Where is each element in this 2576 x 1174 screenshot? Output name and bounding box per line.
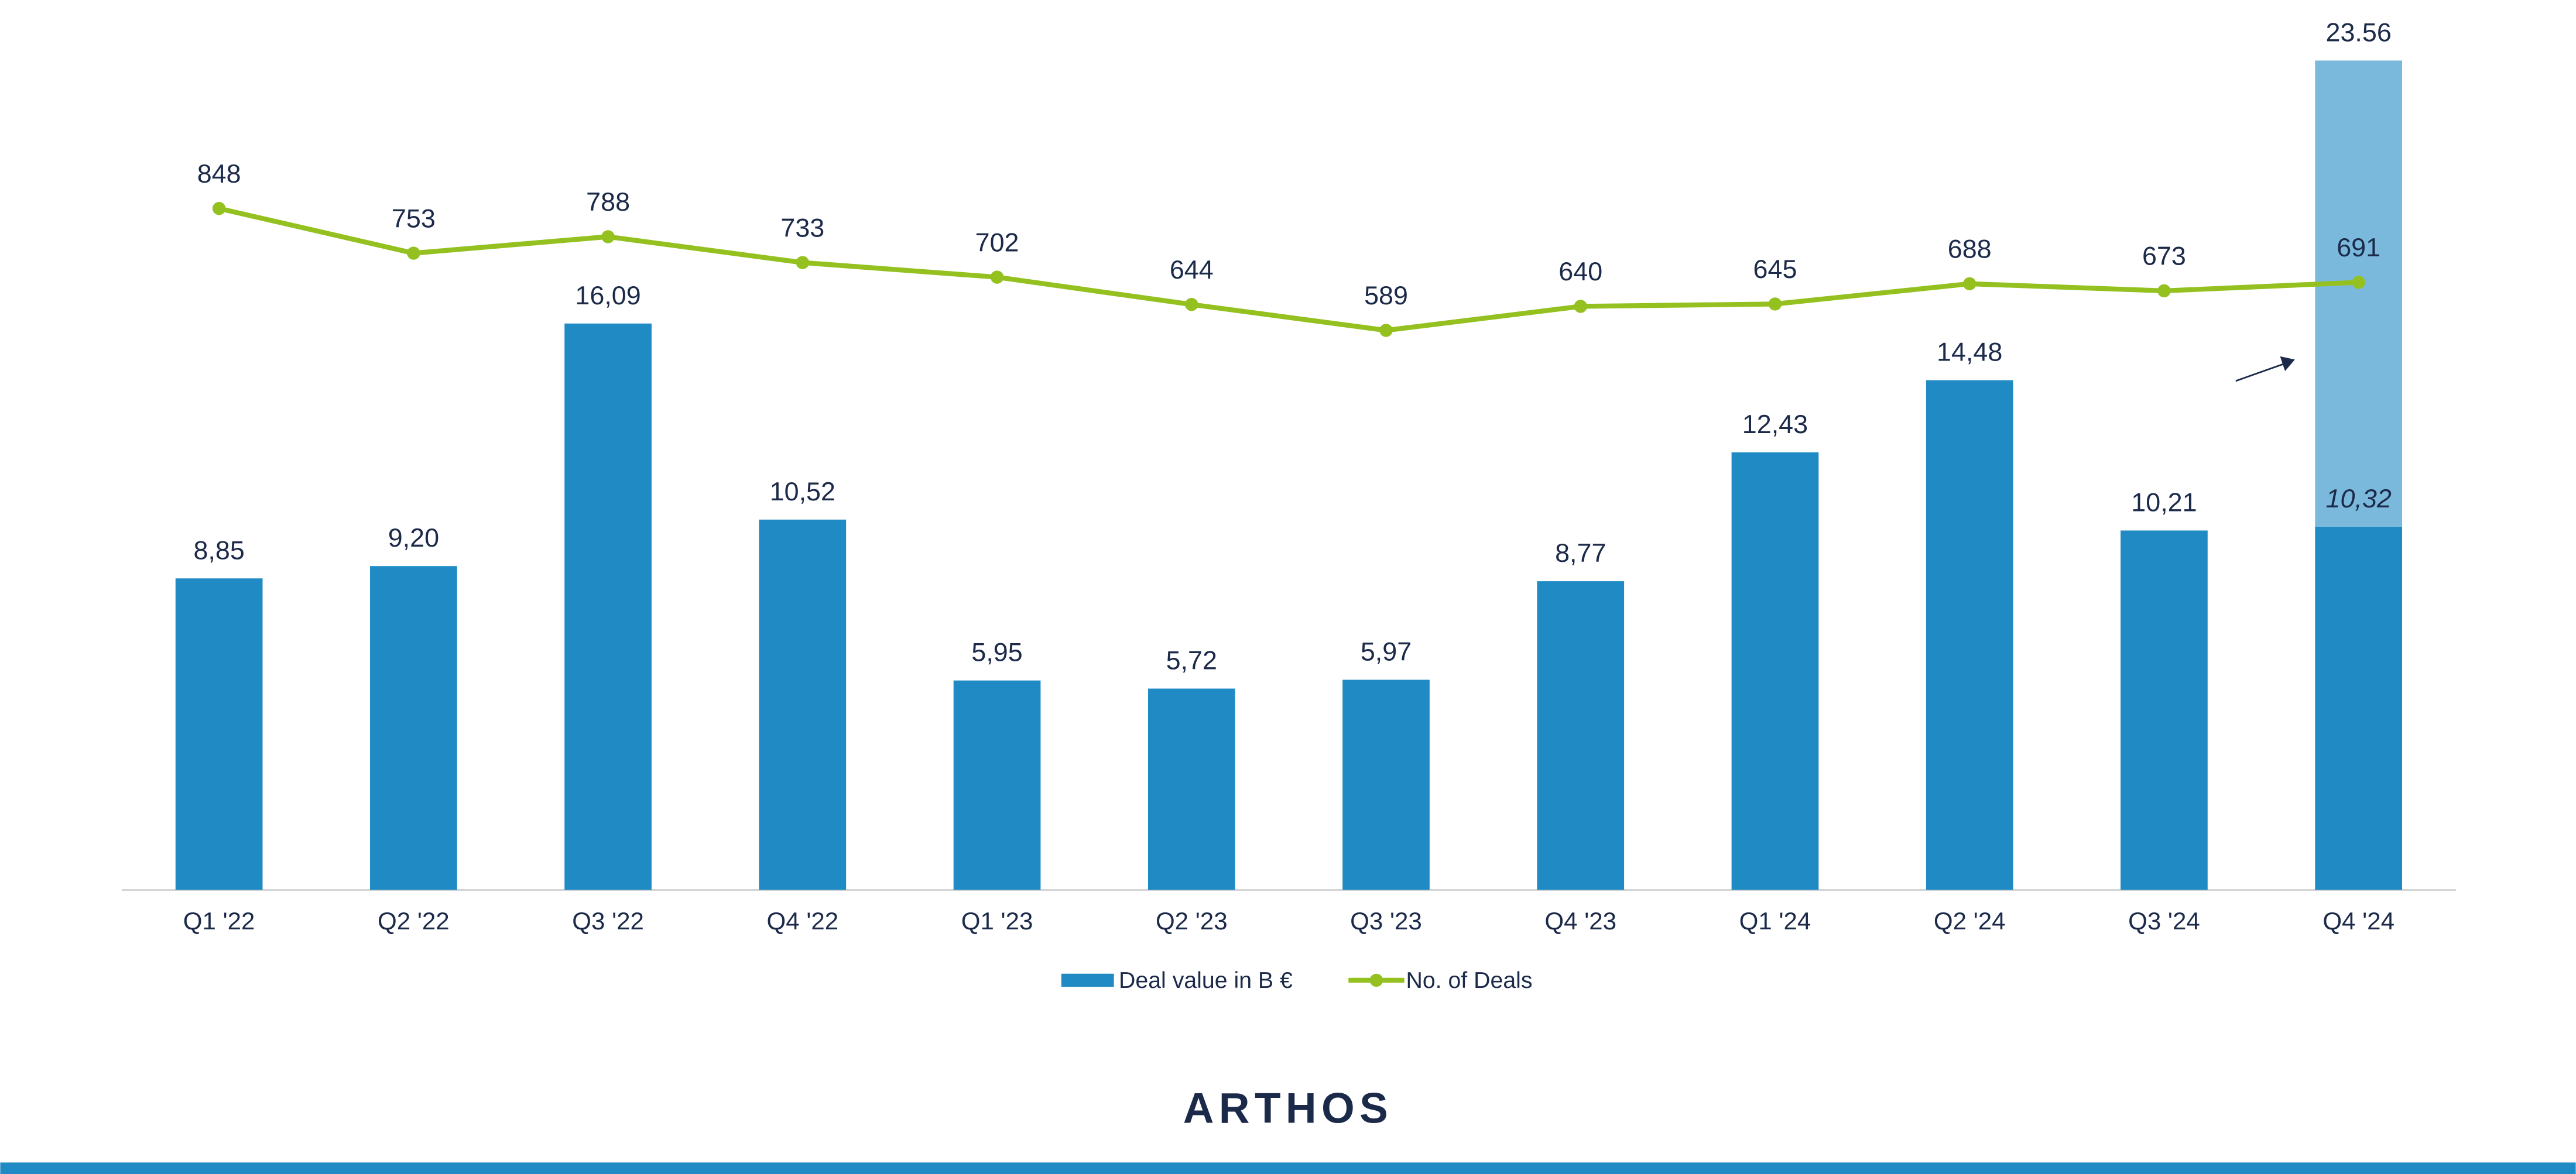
brand-logo: ARTHOS [1183,1085,1393,1132]
x-tick-label: Q2 '23 [1156,907,1228,935]
footer-band [0,1162,2576,1174]
legend-swatch [1061,973,1114,987]
line-point [407,246,420,260]
line-value-label: 702 [975,227,1019,257]
line-point [601,230,615,243]
value-label: 10,32 [2326,483,2392,513]
line-value-label: 753 [392,203,436,233]
line-value-label: 645 [1753,254,1797,284]
bar [1926,380,2013,890]
x-tick-label: Q3 '24 [2128,907,2200,935]
line-value-label: 733 [780,212,824,242]
line-point [1185,298,1198,311]
value-label: 5,95 [971,637,1022,667]
x-tick-label: Q4 '22 [766,907,838,935]
bar [175,578,263,890]
line-point [796,256,810,269]
bar [2121,530,2208,890]
value-label: 8,77 [1555,538,1606,568]
value-label: 14,48 [1937,337,2002,367]
value-label: 10,21 [2131,487,2197,517]
bar [564,323,652,890]
value-label: 10,52 [770,476,835,506]
value-label: 5,97 [1361,636,1412,666]
line-value-label: 589 [1364,280,1408,310]
value-label: 8,85 [193,535,244,565]
line-point [990,270,1004,284]
bar [1147,688,1235,890]
bar [759,519,847,890]
bar [953,680,1041,890]
bar [1731,452,1819,890]
line-point [2352,276,2365,289]
x-tick-label: Q2 '22 [378,907,450,935]
total-label: 23.56 [2326,17,2392,47]
x-tick-label: Q1 '24 [1739,907,1811,935]
x-tick-label: Q3 '22 [572,907,644,935]
legend-swatch [1369,973,1383,987]
bar-stack-total [2315,60,2403,527]
value-label: 9,20 [388,523,439,552]
line-value-label: 688 [1948,234,1992,264]
line [218,206,2359,333]
bar [370,566,457,890]
annotation-arrowhead [2280,356,2295,372]
line-point [1379,324,1393,337]
line-value-label: 788 [586,187,630,217]
legend-label: No. of Deals [1406,967,1532,993]
line-value-label: 640 [1558,256,1602,286]
line-point [212,201,226,215]
line-point [2157,284,2171,298]
line-value-label: 691 [2337,232,2380,262]
line-value-label: 848 [197,159,241,188]
line-value-label: 644 [1170,255,1214,284]
line-point [1962,277,1976,291]
line-value-label: 673 [2142,241,2186,271]
legend-label: Deal value in B € [1119,967,1293,993]
bar [1342,679,1430,890]
annotation-arrow [2235,362,2287,382]
x-tick-label: Q3 '23 [1350,907,1422,935]
x-tick-label: Q1 '23 [961,907,1033,935]
value-label: 5,72 [1166,646,1217,675]
x-tick-label: Q1 '22 [183,907,255,935]
value-label: 12,43 [1742,409,1808,439]
x-tick-label: Q2 '24 [1934,907,2006,935]
value-label: 16,09 [575,280,640,310]
bar [1537,581,1625,890]
bar [2315,526,2403,890]
line-point [1574,300,1587,313]
line-point [1768,297,1782,311]
x-tick-label: Q4 '23 [1544,907,1616,935]
x-tick-label: Q4 '24 [2322,907,2395,935]
